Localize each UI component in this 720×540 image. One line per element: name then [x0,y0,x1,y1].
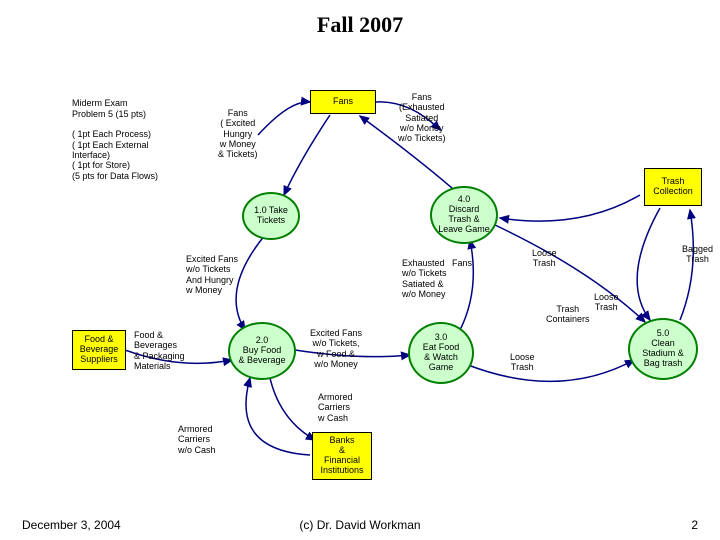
external-banks: Banks & Financial Institutions [312,432,372,480]
note-line: Miderm Exam [72,98,128,108]
process-3: 3.0 Eat Food & Watch Game [408,322,474,384]
exam-notes: Miderm Exam Problem 5 (15 pts) ( 1pt Eac… [72,88,158,181]
footer-page-number: 2 [691,518,698,532]
flow-loose-trash-1: Loose Trash [532,248,557,269]
note-line: Interface) [72,150,110,160]
flow-armored-in: Armored Carriers w Cash [318,392,353,423]
external-trash-collection: Trash Collection [644,168,702,206]
flow-bagged-trash: Bagged Trash [682,244,713,265]
note-line: ( 1pt for Store) [72,160,130,170]
flow-excited-food: Excited Fans w/o Tickets, w Food & w/o M… [310,328,362,369]
footer-copyright: (c) Dr. David Workman [0,518,720,532]
flow-trash-containers: Trash Containers [546,304,590,325]
note-line: ( 1pt Each External [72,140,149,150]
flow-fans-excited: Fans ( Excited Hungry w Money & Tickets) [218,108,258,160]
flow-excited-no-tickets: Excited Fans w/o Tickets And Hungry w Mo… [186,254,238,295]
external-suppliers: Food & Beverage Suppliers [72,330,126,370]
note-line: ( 1pt Each Process) [72,129,151,139]
note-line: Problem 5 (15 pts) [72,109,146,119]
external-fans: Fans [310,90,376,114]
page-title: Fall 2007 [0,12,720,38]
flow-fans-exhausted: Fans (Exhausted Satiated w/o Money w/o T… [398,92,446,144]
process-4: 4.0 Discard Trash & Leave Game [430,186,498,244]
process-1: 1.0 Take Tickets [242,192,300,240]
flow-loose-trash-3: Loose Trash [510,352,535,373]
process-5: 5.0 Clean Stadium & Bag trash [628,318,698,380]
flow-exhausted-fans: Exhausted Fans w/o Tickets Satiated & w/… [402,258,472,299]
flow-armored-out: Armored Carriers w/o Cash [178,424,216,455]
process-2: 2.0 Buy Food & Beverage [228,322,296,380]
flow-fb-packaging: Food & Beverages & Packaging Materials [134,330,185,371]
flow-loose-trash-2: Loose Trash [594,292,619,313]
note-line: (5 pts for Data Flows) [72,171,158,181]
